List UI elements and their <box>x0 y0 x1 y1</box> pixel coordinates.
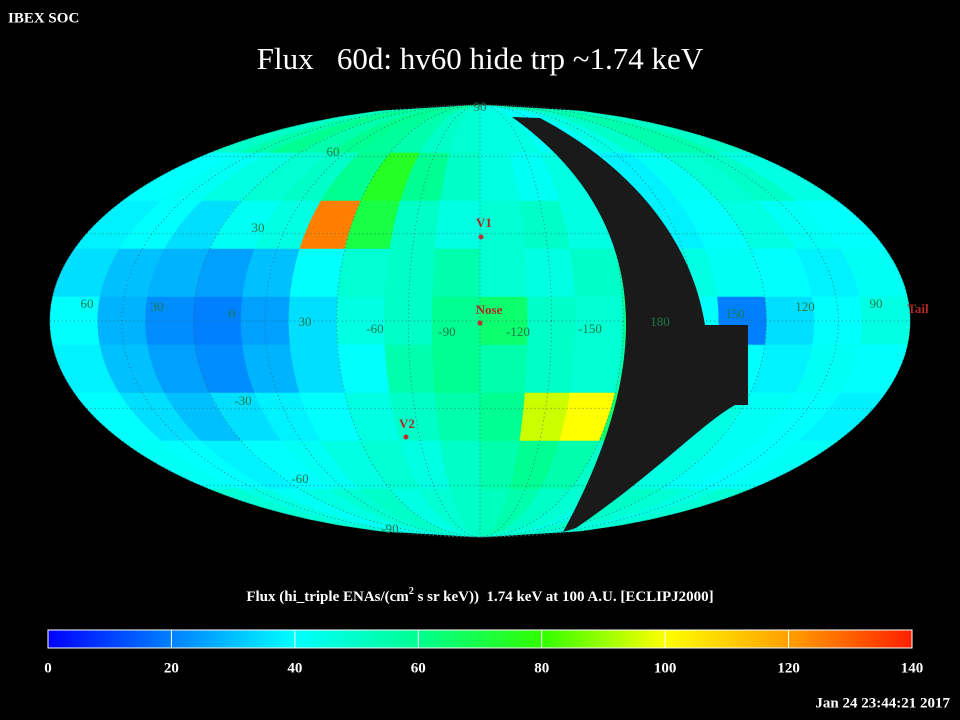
colorbar-tick-label: 20 <box>164 660 179 676</box>
colorbar-tick-label: 120 <box>777 660 800 676</box>
latitude-label: -60 <box>291 471 308 486</box>
meridian <box>49 104 911 538</box>
marker-label: V1 <box>476 215 492 230</box>
map-labels: 60 30 0 30 -60 -90 -120 -150 180 150 120 90 90 60 30 -3… <box>81 99 929 536</box>
longitude-label: -150 <box>578 321 602 336</box>
longitude-label: 120 <box>795 299 815 314</box>
latitude-label: 90 <box>474 99 487 114</box>
longitude-label: -90 <box>438 324 455 339</box>
longitude-label: 30 <box>151 299 164 314</box>
colorbar-tick-label: 40 <box>287 660 302 676</box>
longitude-label: -120 <box>506 324 530 339</box>
flux-cell <box>569 248 623 298</box>
flux-cell <box>337 248 391 298</box>
marker-dot <box>403 434 409 440</box>
marker-dot <box>477 320 483 326</box>
longitude-label: 90 <box>870 296 883 311</box>
latitude-label: -90 <box>381 521 398 536</box>
colorbar-label-superscript: 2 <box>409 586 414 597</box>
colorbar-tick-label: 100 <box>654 660 677 676</box>
colorbar-tick-label: 60 <box>411 660 426 676</box>
unobserved-region <box>512 117 748 532</box>
longitude-label: 60 <box>81 296 94 311</box>
flux-cell <box>434 392 481 442</box>
flux-cell <box>569 344 623 394</box>
timestamp: Jan 24 23:44:21 2017 <box>815 695 950 711</box>
colorbar-label-part: s sr keV)) 1.74 keV at 100 A.U. [ECLIPJ2… <box>414 589 714 605</box>
longitude-label: 30 <box>299 314 312 329</box>
marker-dot <box>478 234 484 240</box>
chart-title: Flux 60d: hv60 hide trp ~1.74 keV <box>257 41 704 76</box>
longitude-label: 150 <box>725 306 745 321</box>
flux-cell <box>289 344 346 394</box>
flux-cell <box>337 344 391 394</box>
longitude-label: 0 <box>229 306 236 321</box>
colorbar-label-part: Flux (hi_triple ENAs/(cm <box>246 589 409 605</box>
coordinate-grid <box>49 104 911 538</box>
flux-cell <box>289 248 346 298</box>
flux-cell <box>192 296 243 346</box>
longitude-label: 180 <box>650 314 670 329</box>
latitude-label: 30 <box>252 220 265 235</box>
marker-label: Nose <box>476 302 503 317</box>
marker-label: Tail <box>907 301 929 316</box>
colorbar-ticks: 0 20 40 60 80 100 120 140 <box>44 630 923 676</box>
flux-cell <box>524 248 576 298</box>
longitude-label: -60 <box>366 321 383 336</box>
colorbar-label: Flux (hi_triple ENAs/(cm2 s sr keV)) 1.7… <box>246 586 713 605</box>
latitude-label: 60 <box>327 144 340 159</box>
flux-cell <box>432 344 481 394</box>
colorbar-tick-label: 140 <box>901 660 924 676</box>
colorbar-tick-label: 0 <box>44 660 52 676</box>
marker-label: V2 <box>399 416 415 431</box>
flux-cell <box>479 392 526 442</box>
latitude-label: -30 <box>234 393 251 408</box>
source-label: IBEX SOC <box>8 10 79 26</box>
colorbar-tick-label: 80 <box>534 660 549 676</box>
flux-cell <box>432 248 481 298</box>
flux-cell <box>434 200 481 250</box>
colorbar <box>47 629 913 649</box>
flux-cell <box>479 248 528 298</box>
flux-cell <box>479 344 528 394</box>
flux-cells <box>49 104 911 538</box>
